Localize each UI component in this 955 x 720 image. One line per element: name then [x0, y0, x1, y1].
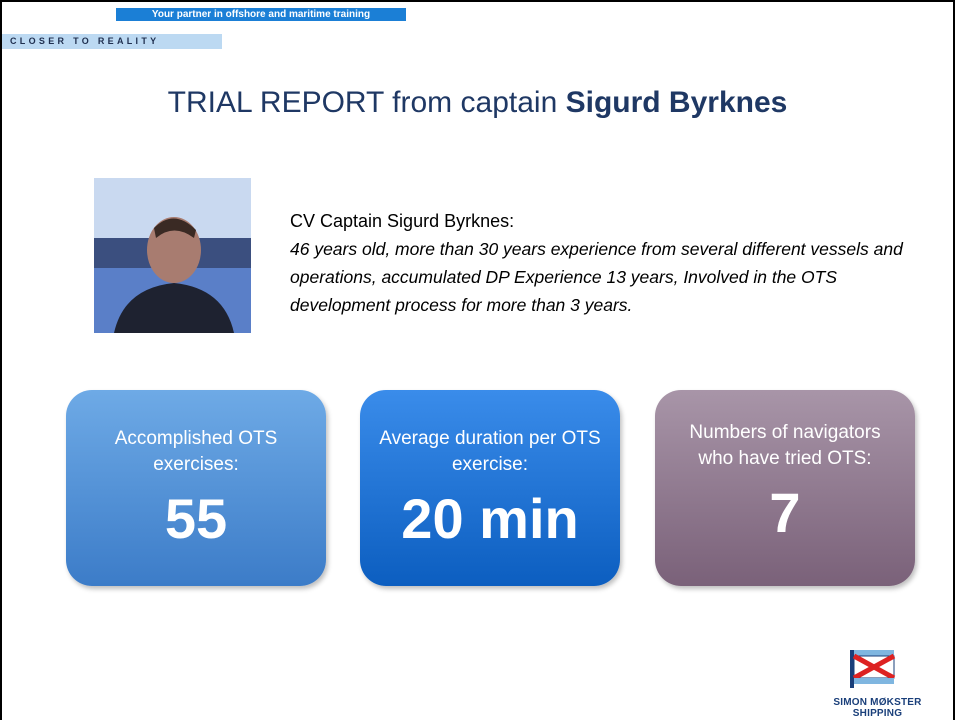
stat-box: Average duration per OTS exercise: 20 mi…	[360, 390, 620, 586]
tagline: Your partner in offshore and maritime tr…	[116, 8, 406, 21]
cv-text: 46 years old, more than 30 years experie…	[290, 235, 940, 319]
brand: CLOSER TO REALITY	[2, 34, 222, 49]
stat-label: Numbers of navigators who have tried OTS…	[670, 420, 900, 476]
stat-label: Accomplished OTS exercises:	[81, 426, 311, 482]
cv: CV Captain Sigurd Byrknes: 46 years old,…	[290, 211, 950, 319]
slide: Your partner in offshore and maritime tr…	[0, 0, 955, 720]
stat-value: 55	[66, 486, 326, 551]
stat-box: Numbers of navigators who have tried OTS…	[655, 390, 915, 586]
cv-heading: CV Captain Sigurd Byrknes:	[290, 211, 950, 232]
stat-value: 7	[655, 480, 915, 545]
title-prefix: TRIAL REPORT from captain	[168, 86, 566, 119]
stat-value: 20 min	[360, 486, 620, 551]
title-name: Sigurd Byrknes	[566, 86, 788, 119]
photo	[94, 178, 251, 333]
stat-label: Average duration per OTS exercise:	[375, 426, 605, 482]
logo-text: SIMON MØKSTER SHIPPING	[810, 697, 945, 719]
title: TRIAL REPORT from captain Sigurd Byrknes	[2, 86, 953, 120]
stat-box: Accomplished OTS exercises: 55	[66, 390, 326, 586]
logo: SIMON MØKSTER SHIPPING	[810, 642, 945, 719]
logo-flag	[810, 642, 945, 692]
